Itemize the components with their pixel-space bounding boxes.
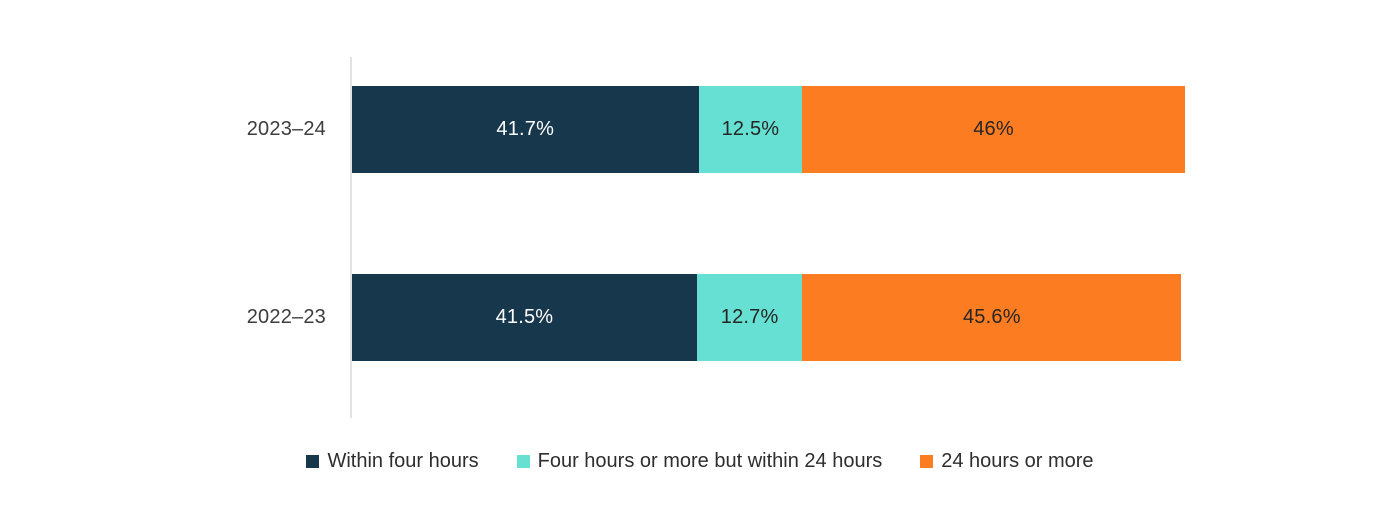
legend-swatch-icon xyxy=(306,455,320,468)
bar-segment-within-four-hours: 41.7% xyxy=(352,86,699,173)
legend-swatch-icon xyxy=(516,455,530,468)
legend-swatch-icon xyxy=(920,455,934,468)
bar-value-label: 41.5% xyxy=(495,306,554,328)
category-label: 2023–24 xyxy=(246,118,326,140)
bar-row: 41.5% 12.7% 45.6% xyxy=(352,274,1182,361)
legend-label: Four hours or more but within 24 hours xyxy=(537,450,883,472)
legend: Within four hours Four hours or more but … xyxy=(0,450,1400,473)
bar-value-label: 45.6% xyxy=(962,306,1021,328)
legend-item-24-hours-or-more: 24 hours or more xyxy=(920,450,1094,473)
bar-value-label: 12.7% xyxy=(720,306,779,328)
bar-segment-four-hours-or-more-but-within-24-hours: 12.7% xyxy=(696,274,803,361)
bar-value-label: 46% xyxy=(973,118,1014,140)
bar-value-label: 12.5% xyxy=(721,118,780,140)
bar-value-label: 41.7% xyxy=(496,118,555,140)
bar-segment-24-hours-or-more: 45.6% xyxy=(802,274,1182,361)
legend-label: Within four hours xyxy=(327,450,479,472)
legend-item-four-hours-or-more-but-within-24-hours: Four hours or more but within 24 hours xyxy=(516,450,883,473)
category-label: 2022–23 xyxy=(246,306,326,328)
bar-segment-24-hours-or-more: 46% xyxy=(802,86,1185,173)
bar-row: 41.7% 12.5% 46% xyxy=(352,86,1185,173)
legend-item-within-four-hours: Within four hours xyxy=(306,450,479,473)
y-axis-line xyxy=(350,57,352,418)
legend-label: 24 hours or more xyxy=(941,450,1094,472)
bar-segment-four-hours-or-more-but-within-24-hours: 12.5% xyxy=(698,86,803,173)
bar-segment-within-four-hours: 41.5% xyxy=(352,274,697,361)
